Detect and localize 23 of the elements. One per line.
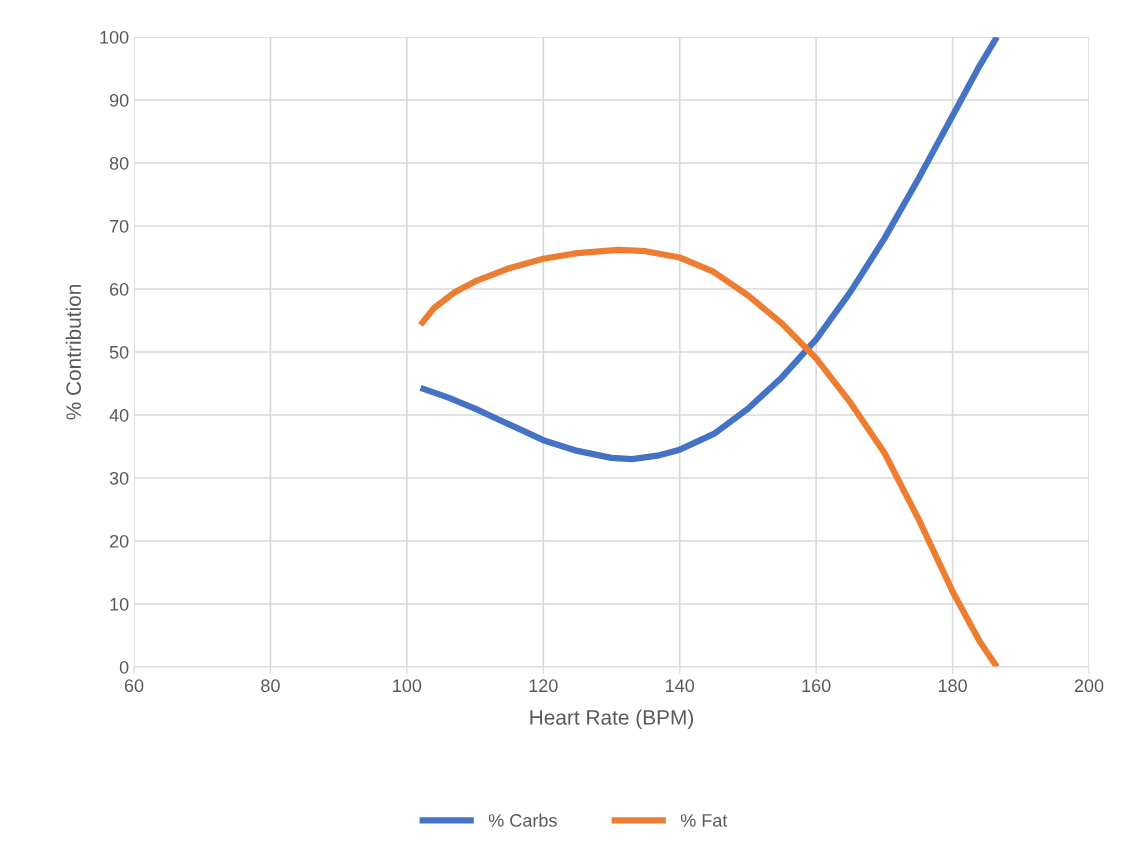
y-tick-label: 20 xyxy=(109,534,129,548)
y-tick-label: 0 xyxy=(119,660,129,674)
y-tick-label: 100 xyxy=(100,30,129,44)
y-tick-label: 90 xyxy=(109,93,129,107)
x-tick-label: 120 xyxy=(529,679,558,693)
y-tick-label: 60 xyxy=(109,282,129,296)
x-tick-label: 100 xyxy=(393,679,422,693)
legend-label: % Carbs xyxy=(488,813,557,827)
x-axis-title: Heart Rate (BPM) xyxy=(530,709,693,729)
y-axis-title: % Contribution xyxy=(65,285,82,420)
y-tick-label: 50 xyxy=(109,345,129,359)
x-tick-label: 80 xyxy=(261,679,280,693)
x-tick-label: 60 xyxy=(124,679,144,693)
x-tick-label: 180 xyxy=(938,679,967,693)
y-tick-label: 70 xyxy=(109,219,129,233)
y-tick-label: 80 xyxy=(109,156,129,170)
y-tick-label: 10 xyxy=(110,597,129,611)
x-tick-label: 200 xyxy=(1074,679,1104,693)
y-tick-label: 30 xyxy=(109,471,129,485)
x-tick-label: 140 xyxy=(666,679,695,693)
legend-label: % Fat xyxy=(680,814,728,827)
y-tick-label: 40 xyxy=(109,408,129,422)
x-tick-label: 160 xyxy=(802,679,831,693)
